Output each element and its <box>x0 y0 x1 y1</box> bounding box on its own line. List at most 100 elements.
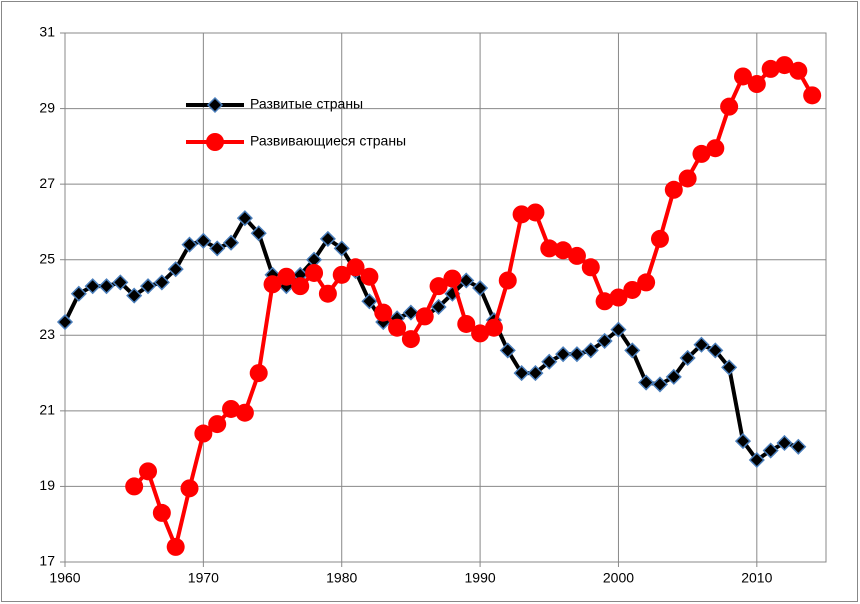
marker <box>305 263 324 282</box>
marker <box>803 86 822 105</box>
marker <box>527 365 544 382</box>
marker <box>388 318 407 337</box>
marker <box>430 298 447 316</box>
marker <box>139 278 157 295</box>
marker <box>415 307 434 326</box>
marker <box>125 477 144 496</box>
marker <box>747 75 766 94</box>
marker <box>789 61 808 80</box>
marker <box>401 330 420 349</box>
y-tick-label: 17 <box>39 553 55 569</box>
marker <box>693 336 710 353</box>
marker <box>222 399 241 418</box>
marker <box>776 434 793 452</box>
y-tick-label: 31 <box>39 24 55 40</box>
marker <box>761 59 780 78</box>
marker <box>512 205 531 224</box>
marker <box>610 321 627 338</box>
marker <box>167 261 184 278</box>
marker <box>498 271 517 290</box>
marker <box>70 285 87 302</box>
marker <box>568 346 586 363</box>
marker <box>194 424 213 443</box>
marker <box>484 318 503 337</box>
marker <box>374 303 393 322</box>
marker <box>56 314 74 331</box>
legend-marker <box>206 133 224 151</box>
marker <box>346 258 365 277</box>
marker <box>291 277 310 296</box>
marker <box>235 403 254 422</box>
marker <box>790 438 807 455</box>
marker <box>402 304 419 321</box>
y-tick-label: 19 <box>39 477 55 493</box>
marker <box>180 479 199 498</box>
marker <box>152 503 171 522</box>
marker <box>112 274 129 291</box>
marker <box>126 287 143 304</box>
marker <box>263 275 282 294</box>
marker <box>706 139 725 158</box>
marker <box>582 342 599 359</box>
y-tick-label: 25 <box>39 250 55 266</box>
marker <box>360 267 379 286</box>
marker <box>333 240 350 257</box>
marker <box>499 342 516 359</box>
y-tick-label: 23 <box>39 326 55 342</box>
legend-label: Развитые страны <box>250 96 363 112</box>
marker <box>471 324 490 343</box>
marker <box>208 415 227 434</box>
marker <box>581 258 600 277</box>
marker <box>638 374 655 391</box>
marker <box>457 314 476 333</box>
marker <box>209 240 226 257</box>
marker <box>665 368 682 385</box>
marker <box>513 365 530 382</box>
marker <box>720 97 739 116</box>
marker <box>195 232 212 249</box>
marker <box>541 353 558 370</box>
marker <box>679 349 696 367</box>
marker <box>166 537 185 556</box>
marker <box>472 279 489 297</box>
marker <box>526 203 545 222</box>
marker <box>664 180 683 199</box>
marker <box>319 230 336 247</box>
marker <box>249 364 268 383</box>
marker <box>139 462 158 481</box>
marker <box>748 451 765 469</box>
marker <box>222 234 240 251</box>
y-tick-label: 27 <box>39 175 55 191</box>
marker <box>707 342 724 359</box>
legend-label: Развивающиеся страны <box>250 133 406 149</box>
marker <box>595 292 614 311</box>
x-tick-label: 1980 <box>326 570 357 586</box>
marker <box>567 246 586 265</box>
marker <box>98 278 115 295</box>
y-tick-label: 29 <box>39 99 55 115</box>
marker <box>236 210 253 227</box>
marker <box>721 359 738 376</box>
marker <box>733 67 752 86</box>
x-tick-label: 2000 <box>603 570 634 586</box>
y-tick-label: 21 <box>39 402 55 418</box>
marker <box>596 332 613 350</box>
marker <box>692 144 711 163</box>
x-tick-label: 1990 <box>465 570 496 586</box>
marker <box>609 288 628 307</box>
marker <box>775 56 794 75</box>
marker <box>250 225 267 242</box>
marker <box>153 274 170 291</box>
marker <box>555 346 572 363</box>
marker <box>678 169 697 188</box>
marker <box>734 433 752 450</box>
legend-marker <box>206 96 224 114</box>
marker <box>762 442 779 459</box>
marker <box>554 241 573 260</box>
marker <box>651 376 669 393</box>
marker <box>637 273 656 292</box>
marker <box>361 293 378 310</box>
marker <box>540 239 559 258</box>
marker <box>624 342 641 359</box>
